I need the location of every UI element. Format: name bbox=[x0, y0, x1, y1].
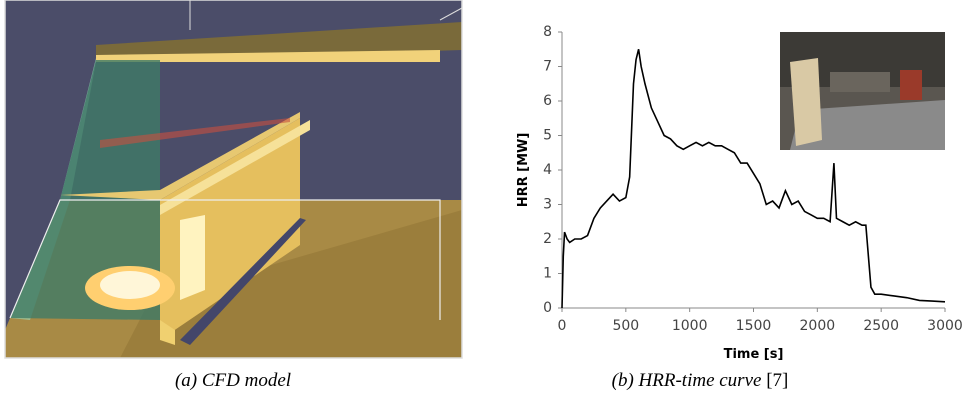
photo-shape bbox=[790, 100, 945, 150]
caption-a: (a) CFD model bbox=[175, 370, 291, 391]
x-tick-label: 2000 bbox=[800, 318, 836, 334]
x-tick-label: 3000 bbox=[927, 318, 963, 334]
x-tick-label: 1000 bbox=[672, 318, 708, 334]
caption-b: (b) HRR-time curve [7] bbox=[612, 370, 789, 391]
caption-b-ref: [7] bbox=[766, 370, 788, 391]
x-tick-label: 1500 bbox=[736, 318, 772, 334]
photo-shape bbox=[830, 72, 890, 92]
y-tick-label: 7 bbox=[543, 59, 552, 75]
x-tick-label: 0 bbox=[558, 318, 567, 334]
line-series bbox=[561, 49, 946, 309]
chart: 0 1 2 3 4 5 6 7 8 0 500 1000 1500 2000 2500 3000 Time [s… bbox=[516, 24, 963, 362]
y-axis-title: HRR [MW] bbox=[516, 133, 531, 208]
photo-shape bbox=[790, 58, 822, 146]
y-tick-label: 2 bbox=[543, 231, 552, 247]
y-tick-label: 5 bbox=[543, 128, 552, 144]
y-tick-label: 8 bbox=[543, 24, 552, 40]
x-axis-title: Time [s] bbox=[724, 347, 784, 362]
y-tick-label: 3 bbox=[543, 197, 552, 213]
x-tick-label: 2500 bbox=[863, 318, 899, 334]
cfd-render bbox=[4, 0, 463, 359]
y-tick-label: 4 bbox=[543, 162, 552, 178]
y-tick-label: 1 bbox=[543, 266, 552, 282]
caption-b-text: (b) HRR-time curve bbox=[612, 370, 762, 391]
x-tick-label: 500 bbox=[612, 318, 639, 334]
photo-shape bbox=[900, 70, 922, 100]
y-tick-label: 6 bbox=[543, 93, 552, 109]
inset-photo bbox=[780, 32, 945, 150]
y-tick-label: 0 bbox=[543, 300, 552, 316]
